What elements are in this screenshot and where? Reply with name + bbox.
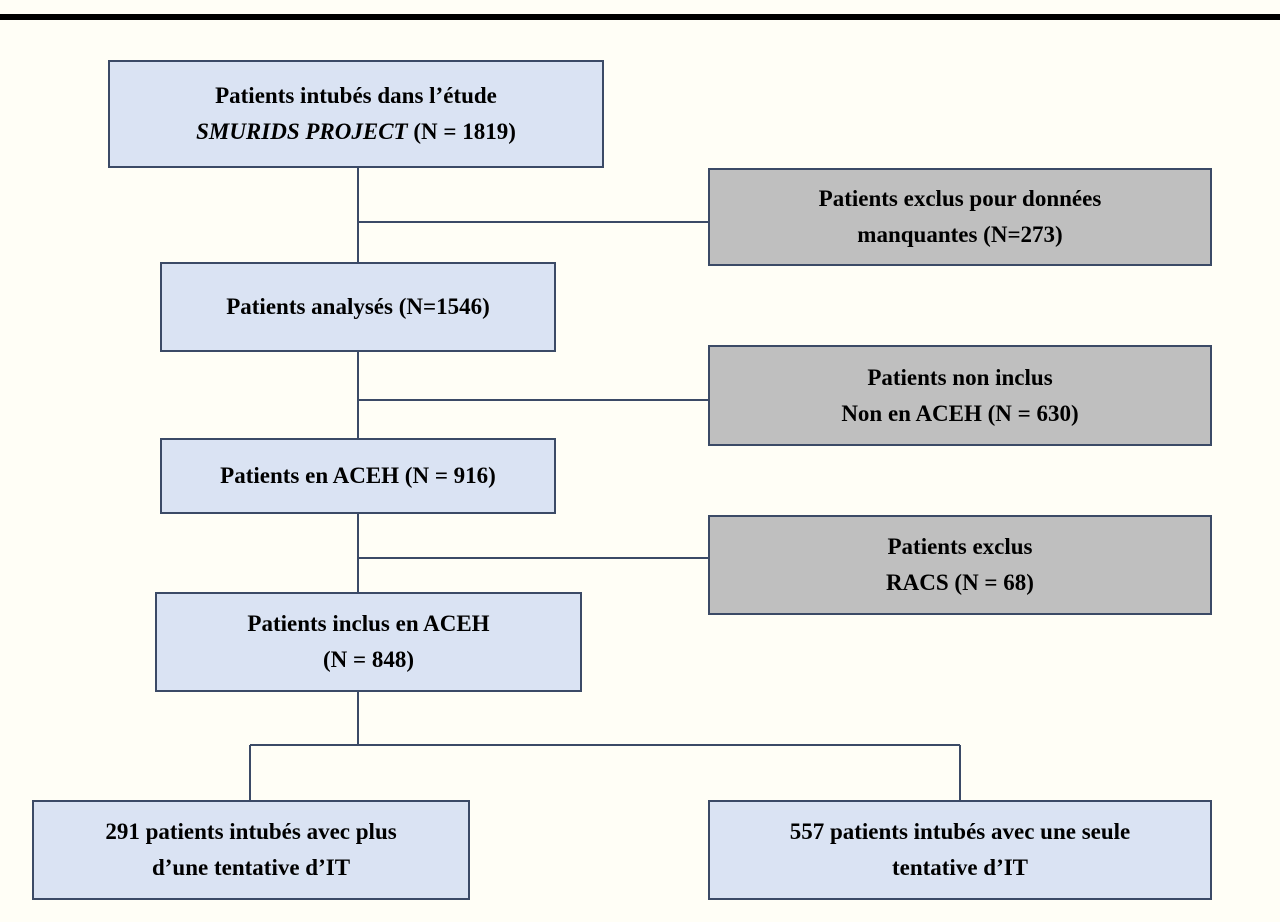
flow-box: Patients exclus RACS (N = 68) (708, 515, 1212, 615)
box-line: manquantes (N=273) (857, 222, 1063, 247)
box-line: (N = 848) (322, 647, 415, 672)
flow-box: 557 patients intubés avec une seule tenta… (708, 800, 1212, 900)
italic-text: SMURIDS PROJECT (196, 119, 408, 144)
box-line: Patients inclus en ACEH (247, 611, 490, 636)
box-line: RACS (N = 68) (886, 570, 1034, 595)
flow-box: Patients exclus pour données manquantes (… (708, 168, 1212, 266)
box-line: Patients analysés (N=1546) (226, 294, 490, 319)
flow-box: 291 patients intubés avec plus d’une tent… (32, 800, 470, 900)
box-line: Patients exclus (887, 534, 1033, 559)
flow-box: Patients en ACEH (N = 916) (160, 438, 556, 514)
box-line: Patients non inclus (867, 364, 1053, 390)
box-line: tentative d’IT (891, 855, 1029, 880)
box-line: Patients en ACEH (N = 916) (220, 463, 496, 488)
box-line: Patients exclus pour données (818, 186, 1102, 211)
box-line: 557 patients intubés avec une seule (789, 819, 1131, 844)
flow-box: Patients inclus en ACEH (N = 848) (155, 592, 582, 692)
box-line: Patients intubés dans l’étude (215, 83, 497, 108)
box-line: 291 patients intubés avec plus (105, 819, 397, 844)
top-rule (0, 14, 1280, 20)
box-text: (N = 1819) (407, 119, 516, 144)
flow-box: Patients intubés dans l’étude SMURIDS PRO… (108, 60, 604, 168)
box-line: SMURIDS PROJECT (N = 1819) (196, 114, 516, 150)
flow-box: Patients analysés (N=1546) (160, 262, 556, 352)
box-line: d’une tentative d’IT (151, 855, 351, 880)
box-line: Non en ACEH (N = 630) (841, 400, 1079, 426)
flow-box: Patients non inclus Non en ACEH (N = 630) (708, 345, 1212, 446)
